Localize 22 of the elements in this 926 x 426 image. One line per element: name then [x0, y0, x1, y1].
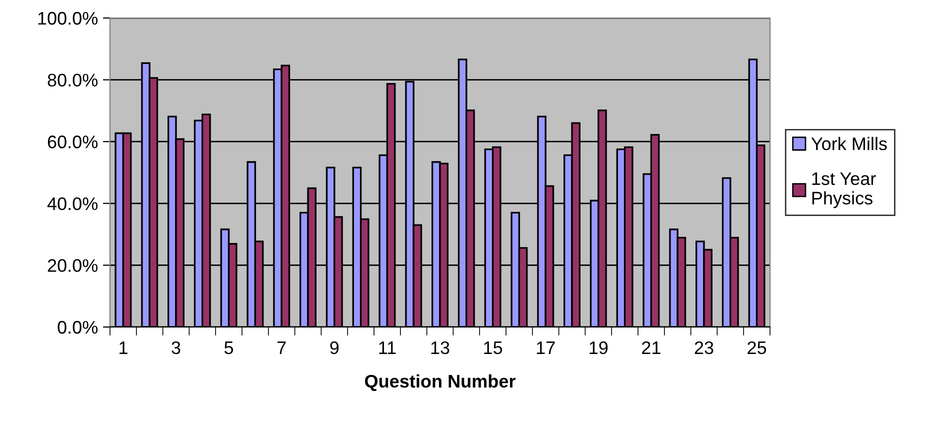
x-tick-label: 7	[278, 342, 286, 354]
legend-label: York Mills	[811, 136, 887, 150]
x-tick-label: 19	[590, 341, 608, 354]
y-tick-label: 60.0%	[48, 136, 98, 148]
x-tick-label: 25	[748, 341, 766, 354]
x-tick-label: 21	[642, 341, 660, 354]
x-tick-label: 17	[536, 342, 555, 354]
y-tick-label: 100.0%	[38, 12, 98, 25]
x-tick-label: 9	[330, 341, 339, 354]
x-tick-label: 23	[694, 341, 714, 354]
x-tick-label: 5	[224, 342, 234, 354]
x-tick-label: 13	[431, 341, 450, 354]
legend-label: 1st Year Physics	[812, 172, 876, 208]
x-tick-label: 15	[484, 342, 502, 354]
x-tick-label: 3	[172, 341, 180, 354]
y-tick-label: 20.0%	[48, 259, 98, 272]
y-tick-label: 0.0%	[58, 320, 98, 334]
x-tick-label: 1	[120, 342, 128, 354]
y-tick-label: 40.0%	[47, 197, 98, 210]
y-tick-label: 80.0%	[48, 74, 98, 87]
x-tick-label: 11	[379, 342, 396, 354]
x-axis-title: Question Number	[365, 374, 516, 392]
